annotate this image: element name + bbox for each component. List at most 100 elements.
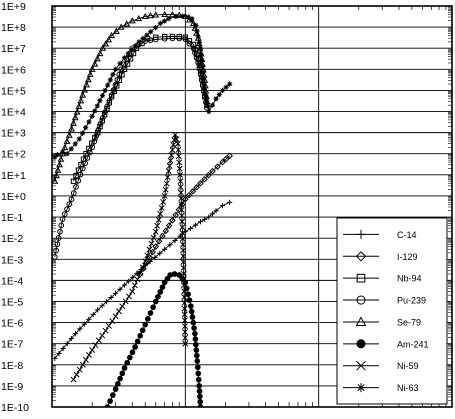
data-point bbox=[180, 241, 186, 248]
data-point bbox=[118, 66, 124, 73]
data-point bbox=[197, 398, 204, 405]
data-point bbox=[108, 294, 114, 301]
data-point bbox=[104, 298, 110, 305]
data-point bbox=[69, 119, 77, 126]
data-point bbox=[59, 216, 66, 222]
data-point bbox=[173, 13, 179, 20]
data-point bbox=[180, 247, 187, 254]
data-point bbox=[121, 365, 128, 371]
y-tick-label: 1E+7 bbox=[1, 43, 26, 55]
data-point bbox=[52, 154, 58, 160]
data-point bbox=[182, 329, 189, 335]
data-point bbox=[81, 86, 89, 93]
data-point bbox=[79, 361, 86, 368]
data-point bbox=[96, 49, 104, 57]
grid bbox=[51, 5, 453, 408]
legend-label: I-129 bbox=[397, 252, 418, 262]
data-point bbox=[161, 279, 168, 286]
data-point bbox=[52, 172, 60, 179]
data-point bbox=[355, 251, 367, 262]
legend-entry: Ni-59 bbox=[343, 360, 419, 371]
data-point bbox=[64, 340, 70, 347]
y-tick-label: 1E-2 bbox=[1, 233, 23, 245]
data-point bbox=[89, 347, 96, 353]
data-point bbox=[127, 56, 134, 62]
data-point bbox=[206, 108, 212, 115]
series-line bbox=[73, 36, 208, 182]
data-point bbox=[170, 141, 177, 148]
data-point bbox=[162, 186, 169, 193]
data-point bbox=[197, 393, 203, 400]
data-point bbox=[117, 286, 123, 292]
data-point bbox=[195, 60, 202, 66]
data-point bbox=[147, 12, 154, 19]
data-point bbox=[66, 201, 73, 208]
data-point bbox=[196, 39, 202, 46]
data-point bbox=[219, 158, 226, 166]
data-point bbox=[109, 318, 116, 325]
data-point bbox=[193, 347, 200, 353]
data-point bbox=[182, 340, 189, 347]
legend-entry: I-129 bbox=[343, 251, 418, 262]
data-point bbox=[90, 312, 96, 318]
data-point bbox=[180, 276, 187, 283]
data-point bbox=[132, 43, 139, 49]
data-point bbox=[56, 161, 63, 168]
data-point bbox=[139, 327, 146, 334]
data-point bbox=[140, 35, 146, 42]
data-point bbox=[112, 81, 119, 88]
data-point bbox=[107, 398, 113, 404]
data-point bbox=[61, 211, 68, 217]
data-point bbox=[121, 66, 128, 73]
data-point bbox=[167, 242, 173, 248]
data-point bbox=[165, 168, 172, 175]
data-point bbox=[167, 157, 174, 164]
data-point bbox=[99, 303, 105, 309]
data-point bbox=[54, 152, 61, 158]
data-point bbox=[213, 208, 219, 214]
data-point bbox=[178, 212, 185, 219]
data-point bbox=[185, 191, 193, 199]
data-point bbox=[192, 50, 198, 56]
legend-box bbox=[336, 217, 448, 405]
legend-label: Ni-63 bbox=[397, 383, 419, 393]
y-tick-label: 1E+4 bbox=[1, 107, 26, 119]
data-point bbox=[134, 276, 141, 283]
data-point bbox=[128, 17, 136, 24]
data-point bbox=[161, 35, 168, 42]
legend-entry: Se-79 bbox=[343, 316, 421, 327]
series-ni-59 bbox=[70, 131, 189, 383]
data-point bbox=[75, 102, 83, 109]
data-point bbox=[177, 171, 184, 178]
data-point bbox=[60, 345, 66, 352]
data-point bbox=[73, 108, 81, 115]
legend-label: Ni-59 bbox=[397, 361, 419, 371]
data-point bbox=[226, 152, 233, 160]
data-point bbox=[55, 235, 62, 241]
data-point bbox=[89, 144, 95, 151]
data-point bbox=[113, 66, 119, 72]
data-point bbox=[110, 392, 116, 398]
data-point bbox=[144, 315, 151, 322]
data-point bbox=[174, 140, 181, 147]
data-point bbox=[188, 308, 195, 315]
data-point bbox=[200, 69, 206, 75]
data-point bbox=[176, 272, 183, 278]
y-tick-label: 1E-1 bbox=[1, 212, 23, 224]
data-point bbox=[93, 55, 101, 62]
data-point bbox=[59, 149, 66, 155]
data-point bbox=[105, 36, 113, 43]
data-point bbox=[84, 155, 91, 161]
data-point bbox=[112, 313, 119, 320]
data-point bbox=[102, 87, 108, 94]
data-point bbox=[159, 232, 166, 240]
data-point bbox=[168, 152, 175, 159]
data-point bbox=[82, 356, 89, 363]
data-point bbox=[117, 375, 123, 382]
data-point bbox=[77, 326, 83, 332]
data-point bbox=[209, 102, 216, 108]
data-point bbox=[64, 151, 70, 157]
y-tick-label: 1E-4 bbox=[1, 275, 23, 287]
data-point bbox=[152, 11, 160, 18]
data-point bbox=[193, 22, 199, 29]
